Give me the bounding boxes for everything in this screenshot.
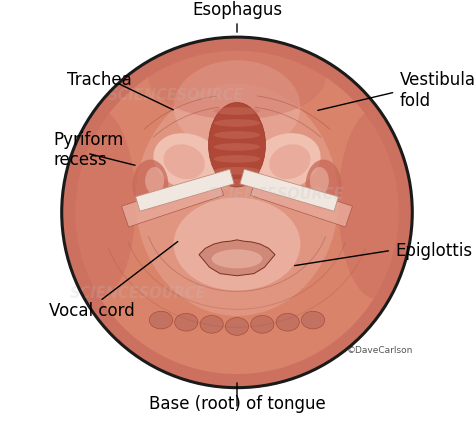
Text: Pyriform
recess: Pyriform recess bbox=[53, 130, 124, 169]
Ellipse shape bbox=[173, 61, 301, 154]
Ellipse shape bbox=[209, 103, 265, 187]
Ellipse shape bbox=[214, 108, 260, 116]
Ellipse shape bbox=[173, 198, 301, 291]
Ellipse shape bbox=[214, 144, 260, 151]
Text: SCIENCESOURCE: SCIENCESOURCE bbox=[108, 87, 245, 102]
Ellipse shape bbox=[132, 160, 168, 211]
Polygon shape bbox=[122, 175, 224, 227]
Ellipse shape bbox=[306, 160, 342, 211]
Ellipse shape bbox=[149, 311, 173, 329]
Ellipse shape bbox=[269, 145, 310, 180]
Ellipse shape bbox=[145, 168, 164, 195]
Text: Vestibular
fold: Vestibular fold bbox=[400, 71, 474, 110]
Polygon shape bbox=[240, 170, 338, 212]
Ellipse shape bbox=[310, 168, 329, 195]
Ellipse shape bbox=[175, 313, 198, 331]
Text: Trachea: Trachea bbox=[67, 71, 132, 89]
Ellipse shape bbox=[214, 132, 260, 139]
Text: SCIENCESOURCE: SCIENCESOURCE bbox=[70, 286, 207, 301]
Ellipse shape bbox=[251, 316, 274, 333]
Ellipse shape bbox=[154, 134, 223, 191]
Polygon shape bbox=[199, 240, 275, 276]
Ellipse shape bbox=[276, 313, 299, 331]
Ellipse shape bbox=[148, 36, 326, 120]
Ellipse shape bbox=[251, 134, 320, 191]
Ellipse shape bbox=[212, 250, 262, 269]
Circle shape bbox=[62, 38, 412, 388]
Text: SCIENCESOURCE: SCIENCESOURCE bbox=[208, 187, 344, 201]
Ellipse shape bbox=[214, 168, 260, 175]
Ellipse shape bbox=[214, 120, 260, 127]
Polygon shape bbox=[136, 170, 234, 212]
Text: Esophagus: Esophagus bbox=[192, 1, 282, 19]
Ellipse shape bbox=[225, 318, 249, 335]
Text: Vocal cord: Vocal cord bbox=[49, 301, 135, 319]
Text: Base (root) of tongue: Base (root) of tongue bbox=[149, 394, 325, 412]
Ellipse shape bbox=[200, 316, 223, 333]
Ellipse shape bbox=[338, 110, 414, 299]
Ellipse shape bbox=[60, 110, 136, 299]
Polygon shape bbox=[250, 175, 352, 227]
Ellipse shape bbox=[164, 145, 205, 180]
Ellipse shape bbox=[301, 311, 325, 329]
Ellipse shape bbox=[214, 180, 260, 187]
Text: ©DaveCarlson: ©DaveCarlson bbox=[347, 345, 413, 354]
Text: Epiglottis: Epiglottis bbox=[395, 242, 473, 260]
Ellipse shape bbox=[214, 156, 260, 163]
Ellipse shape bbox=[136, 84, 338, 316]
